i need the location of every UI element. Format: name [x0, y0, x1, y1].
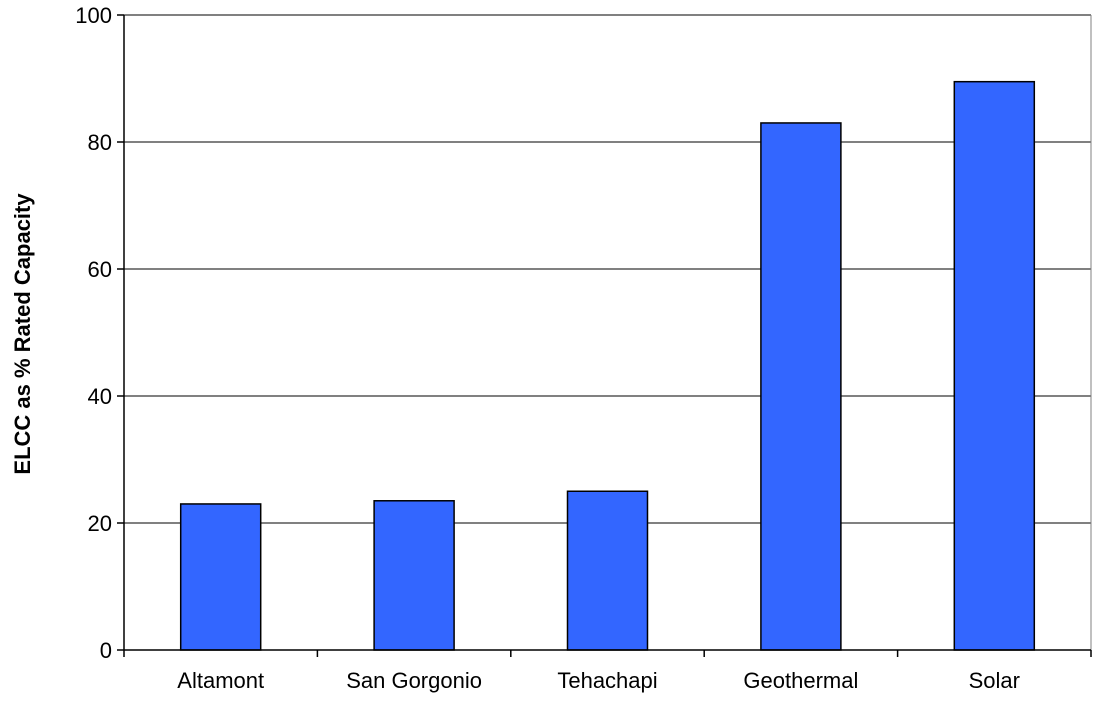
axes [117, 14, 1092, 657]
x-tick-label-altamont: Altamont [177, 668, 264, 693]
tick-labels: 0 20 40 60 80 100 Altamont San Gorgonio Tehachap… [75, 3, 1020, 693]
y-tick-label-20: 20 [88, 511, 112, 536]
x-tick-label-tehachapi: Tehachapi [557, 668, 657, 693]
y-tick-label-60: 60 [88, 257, 112, 282]
x-tick-label-geothermal: Geothermal [743, 668, 858, 693]
bars [179, 80, 1036, 651]
x-tick-label-solar: Solar [969, 668, 1020, 693]
y-tick-label-80: 80 [88, 130, 112, 155]
y-tick-label-0: 0 [100, 638, 112, 663]
y-tick-label-100: 100 [75, 3, 112, 28]
bar-solar [953, 80, 1036, 651]
bar-tehachapi [566, 490, 649, 651]
bar-altamont [179, 503, 262, 651]
y-axis-title: ELCC as % Rated Capacity [10, 193, 35, 475]
y-tick-label-40: 40 [88, 384, 112, 409]
bar-geothermal [760, 122, 842, 651]
bar-san-gorgonio [373, 500, 455, 651]
gridlines [124, 14, 1091, 524]
x-tick-label-san-gorgonio: San Gorgonio [346, 668, 482, 693]
